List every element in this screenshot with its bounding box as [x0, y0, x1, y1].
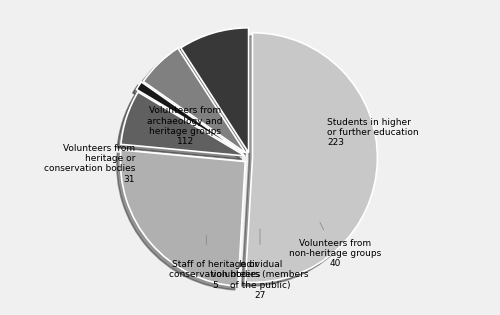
Wedge shape: [246, 33, 378, 283]
Text: Individual
volunteers (members
of the public)
27: Individual volunteers (members of the pu…: [211, 260, 308, 300]
Text: Students in higher
or further education
223: Students in higher or further education …: [328, 117, 419, 147]
Text: Volunteers from
archaeology and
heritage groups
112: Volunteers from archaeology and heritage…: [148, 106, 223, 146]
Text: Volunteers from
heritage or
conservation bodies
31: Volunteers from heritage or conservation…: [44, 144, 135, 184]
Wedge shape: [181, 28, 248, 153]
Wedge shape: [144, 48, 246, 153]
Wedge shape: [121, 92, 246, 156]
Text: Staff of heritage or
conservation bodies
5: Staff of heritage or conservation bodies…: [170, 260, 260, 290]
Wedge shape: [120, 150, 246, 286]
Text: Volunteers from
non-heritage groups
40: Volunteers from non-heritage groups 40: [289, 239, 381, 268]
Wedge shape: [136, 82, 244, 153]
